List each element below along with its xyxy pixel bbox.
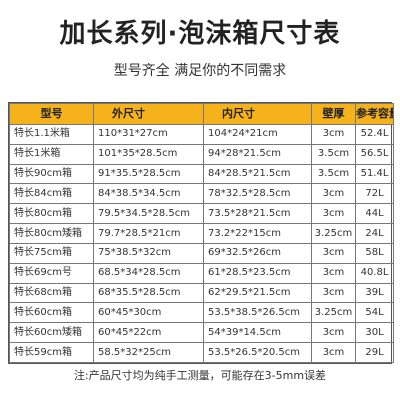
cell-outer-size: 60*45*22cm xyxy=(93,322,204,344)
table-row: 特长80cm箱 79.5*34.5*28.5cm 73.5*28*21.5cm 3cm… xyxy=(9,203,394,225)
cell-model: 特长90cm箱 xyxy=(9,163,94,185)
cell-model: 特长60cm箱 xyxy=(9,302,94,324)
cell-wall-thickness: 3cm xyxy=(311,322,356,344)
table-body: 特长1.1米箱 110*31*27cm 104*24*21cm 3cm 52.4L 特长1… xyxy=(9,124,394,363)
cell-inner-size: 53.5*38.5*26.5cm xyxy=(203,302,312,324)
cell-model: 特长68cm箱 xyxy=(9,282,94,304)
cell-capacity: 54L xyxy=(355,302,394,324)
cell-capacity: 44L xyxy=(355,203,394,225)
cell-model: 特长80cm矮箱 xyxy=(9,223,94,244)
cell-capacity: 24L xyxy=(355,223,394,244)
cell-outer-size: 68*35.5*28.5cm xyxy=(93,282,204,304)
header-inner-size: 内尺寸 xyxy=(203,103,312,125)
cell-model: 特长75cm箱 xyxy=(9,242,94,264)
cell-outer-size: 91*35.5*28.5cm xyxy=(93,163,204,185)
table-header-row: 型号 外尺寸 内尺寸 壁厚 参考容量 xyxy=(9,103,394,125)
cell-model: 特长60cm矮箱 xyxy=(9,322,94,344)
cell-capacity: 30L xyxy=(355,322,394,344)
header-wall-thickness: 壁厚 xyxy=(311,103,356,125)
cell-inner-size: 69*32.5*26cm xyxy=(203,242,312,264)
table-row: 特长90cm箱 91*35.5*28.5cm 84*28.5*21.5cm 3.5cm… xyxy=(9,163,394,185)
measurement-note: 注:产品尺寸均为纯手工测量，可能存在3-5mm误差 xyxy=(73,369,327,382)
table-row: 特长1米箱 101*35*28.5cm 94*28*21.5cm 3.5cm 56.5L xyxy=(9,143,394,165)
cell-outer-size: 79.7*28.5*21cm xyxy=(93,223,204,244)
page-title: 加长系列·泡沫箱尺寸表 xyxy=(59,19,341,49)
cell-outer-size: 60*45*30cm xyxy=(93,302,204,324)
table-row: 特长84cm箱 84*38.5*34.5cm 78*32.5*28.5cm 3cm 72… xyxy=(9,183,394,205)
cell-model: 特长1米箱 xyxy=(9,143,94,165)
cell-model: 特长84cm箱 xyxy=(9,183,94,205)
cell-inner-size: 53.5*26.5*20.5cm xyxy=(203,342,312,363)
cell-capacity: 39L xyxy=(355,282,394,304)
header-capacity: 参考容量 xyxy=(355,103,394,125)
table-row: 特长75cm箱 75*38.5*32cm 69*32.5*26cm 3cm 58L xyxy=(9,242,394,264)
cell-wall-thickness: 3.25cm xyxy=(311,302,356,324)
cell-outer-size: 68.5*34*28.5cm xyxy=(93,262,204,284)
cell-model: 特长59cm箱 xyxy=(9,342,94,363)
header-model: 型号 xyxy=(9,103,94,125)
cell-wall-thickness: 3.5cm xyxy=(311,143,356,165)
cell-inner-size: 62*29.5*21.5cm xyxy=(203,282,312,304)
cell-capacity: 72L xyxy=(355,183,394,205)
cell-outer-size: 79.5*34.5*28.5cm xyxy=(93,203,204,225)
cell-inner-size: 54*39*14.5cm xyxy=(203,322,312,344)
cell-wall-thickness: 3cm xyxy=(311,282,356,304)
cell-outer-size: 75*38.5*32cm xyxy=(93,242,204,264)
cell-outer-size: 58.5*32*25cm xyxy=(93,342,204,363)
table-row: 特长80cm矮箱 79.7*28.5*21cm 73.2*22*15cm 3.25cm… xyxy=(9,223,394,244)
cell-inner-size: 73.5*28*21.5cm xyxy=(203,203,312,225)
cell-capacity: 56.5L xyxy=(355,143,394,165)
table-row: 特长69cm号 68.5*34*28.5cm 61*28.5*23.5cm 3cm 40… xyxy=(9,262,394,284)
cell-capacity: 40.8L xyxy=(355,262,394,284)
cell-wall-thickness: 3cm xyxy=(311,183,356,205)
cell-outer-size: 84*38.5*34.5cm xyxy=(93,183,204,205)
cell-outer-size: 101*35*28.5cm xyxy=(93,143,204,165)
cell-wall-thickness: 3cm xyxy=(311,242,356,264)
size-table-container: 型号 外尺寸 内尺寸 壁厚 参考容量 特长1.1米箱110*31*27cm104… xyxy=(8,102,394,364)
cell-capacity: 58L xyxy=(355,242,394,264)
cell-wall-thickness: 3.25cm xyxy=(311,223,356,244)
cell-inner-size: 61*28.5*23.5cm xyxy=(203,262,312,284)
cell-inner-size: 84*28.5*21.5cm xyxy=(203,163,312,185)
table-row: 特长60cm箱 60*45*30cm 53.5*38.5*26.5cm 3.25cm 5… xyxy=(9,302,394,324)
cell-outer-size: 110*31*27cm xyxy=(93,124,204,145)
table-row: 特长1.1米箱 110*31*27cm 104*24*21cm 3cm 52.4L xyxy=(9,124,394,145)
page-subtitle: 型号齐全 满足你的不同需求 xyxy=(113,63,287,79)
cell-capacity: 52.4L xyxy=(355,124,394,145)
cell-model: 特长1.1米箱 xyxy=(9,124,94,145)
table-row: 特长60cm矮箱 60*45*22cm 54*39*14.5cm 3cm 30L xyxy=(9,322,394,344)
cell-wall-thickness: 3cm xyxy=(311,342,356,363)
cell-wall-thickness: 3cm xyxy=(311,262,356,284)
cell-inner-size: 94*28*21.5cm xyxy=(203,143,312,165)
table-row: 特长68cm箱 68*35.5*28.5cm 62*29.5*21.5cm 3cm 39… xyxy=(9,282,394,304)
cell-inner-size: 104*24*21cm xyxy=(203,124,312,145)
cell-inner-size: 78*32.5*28.5cm xyxy=(203,183,312,205)
table-row: 特长59cm箱 58.5*32*25cm 53.5*26.5*20.5cm 3cm 29… xyxy=(9,342,394,363)
cell-model: 特长80cm箱 xyxy=(9,203,94,225)
cell-inner-size: 73.2*22*15cm xyxy=(203,223,312,244)
cell-wall-thickness: 3cm xyxy=(311,124,356,145)
header-outer-size: 外尺寸 xyxy=(93,103,204,125)
cell-capacity: 29L xyxy=(355,342,394,363)
cell-model: 特长69cm号 xyxy=(9,262,94,284)
cell-wall-thickness: 3cm xyxy=(311,203,356,225)
cell-capacity: 51.4L xyxy=(355,163,394,185)
cell-wall-thickness: 3.5cm xyxy=(311,163,356,185)
size-table: 型号 外尺寸 内尺寸 壁厚 参考容量 特长1.1米箱110*31*27cm104… xyxy=(9,103,394,363)
